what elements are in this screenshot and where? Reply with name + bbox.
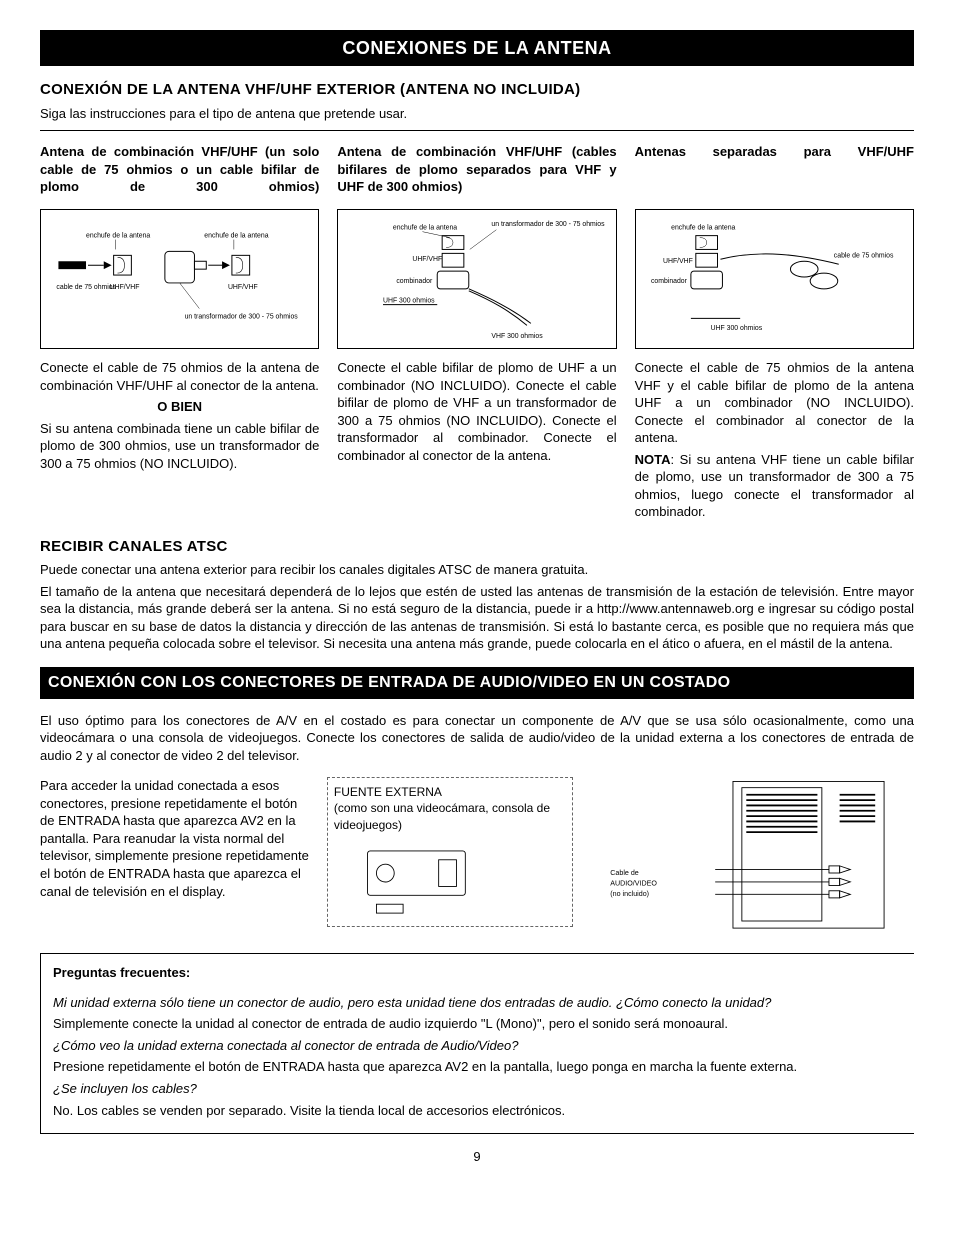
svg-text:combinador: combinador [397, 278, 434, 285]
faq-a2: Presione repetidamente el botón de ENTRA… [53, 1058, 902, 1076]
svg-text:UHF 300 ohmios: UHF 300 ohmios [383, 298, 435, 305]
tv-diagram: Cable de AUDIO/VIDEO (no incluido) [587, 777, 914, 937]
col3: Antenas separadas para VHF/UHF enchufe d… [635, 143, 914, 521]
atsc-section: RECIBIR CANALES ATSC Puede conectar una … [40, 537, 914, 653]
svg-text:un transformador de 300 - 75 o: un transformador de 300 - 75 ohmios [492, 221, 606, 228]
svg-text:enchufe de la antena: enchufe de la antena [86, 233, 150, 240]
col1-obien: O BIEN [40, 398, 319, 416]
av-intro: El uso óptimo para los conectores de A/V… [40, 712, 914, 765]
svg-text:cable de 75 ohmios: cable de 75 ohmios [833, 252, 893, 259]
faq-q2: ¿Cómo veo la unidad externa conectada al… [53, 1037, 902, 1055]
svg-text:(no incluido): (no incluido) [610, 890, 649, 898]
svg-text:AUDIO/VIDEO: AUDIO/VIDEO [610, 880, 657, 888]
svg-text:enchufe de la antena: enchufe de la antena [393, 225, 457, 232]
svg-text:Cable de: Cable de [610, 869, 639, 877]
section1-title: CONEXIÓN DE LA ANTENA VHF/UHF EXTERIOR (… [40, 80, 914, 100]
faq-a3: No. Los cables se venden por separado. V… [53, 1102, 902, 1120]
faq-q1: Mi unidad externa sólo tiene un conector… [53, 994, 902, 1012]
av-left-text: Para acceder la unidad conectada a esos … [40, 777, 313, 937]
svg-text:enchufe de la antena: enchufe de la antena [671, 225, 735, 232]
ext-source-box: FUENTE EXTERNA (como son una videocámara… [327, 777, 573, 927]
svg-text:cable de 75 ohmios: cable de 75 ohmios [56, 284, 116, 291]
col3-p1: Conecte el cable de 75 ohmios de la ante… [635, 359, 914, 447]
svg-text:un transformador de 300 - 75 o: un transformador de 300 - 75 ohmios [185, 314, 299, 321]
banner-antena: CONEXIONES DE LA ANTENA [40, 30, 914, 66]
faq-title: Preguntas frecuentes: [53, 964, 902, 982]
svg-text:UHF/VHF: UHF/VHF [663, 258, 693, 265]
col1-p1: Conecte el cable de 75 ohmios de la ante… [40, 359, 319, 394]
col3-diagram: enchufe de la antena UHF/VHF combinador … [635, 209, 914, 349]
atsc-p2: El tamaño de la antena que necesitará de… [40, 583, 914, 653]
col2: Antena de combinación VHF/UHF (cables bi… [337, 143, 616, 521]
col1: Antena de combinación VHF/UHF (un solo c… [40, 143, 319, 521]
antenna-columns: Antena de combinación VHF/UHF (un solo c… [40, 143, 914, 521]
col2-diagram: enchufe de la antena un transformador de… [337, 209, 616, 349]
svg-text:enchufe de la antena: enchufe de la antena [204, 233, 268, 240]
atsc-p1: Puede conectar una antena exterior para … [40, 561, 914, 579]
faq-box: Preguntas frecuentes: Mi unidad externa … [40, 953, 914, 1134]
section1-intro: Siga las instrucciones para el tipo de a… [40, 105, 914, 123]
faq-q3: ¿Se incluyen los cables? [53, 1080, 902, 1098]
ext-label1: FUENTE EXTERNA [334, 784, 566, 800]
col2-head: Antena de combinación VHF/UHF (cables bi… [337, 143, 616, 201]
svg-text:UHF 300 ohmios: UHF 300 ohmios [710, 325, 762, 332]
faq-a1: Simplemente conecte la unidad al conecto… [53, 1015, 902, 1033]
banner-av: CONEXIÓN CON LOS CONECTORES DE ENTRADA D… [40, 667, 914, 699]
svg-text:combinador: combinador [651, 278, 688, 285]
svg-text:VHF 300 ohmios: VHF 300 ohmios [492, 333, 544, 340]
svg-text:UHF/VHF: UHF/VHF [110, 284, 140, 291]
col2-p1: Conecte el cable bifilar de plomo de UHF… [337, 359, 616, 464]
col3-head: Antenas separadas para VHF/UHF [635, 143, 914, 201]
atsc-title: RECIBIR CANALES ATSC [40, 537, 914, 557]
svg-text:UHF/VHF: UHF/VHF [413, 256, 443, 263]
rule [40, 130, 914, 131]
col3-p2: NOTA: Si su antena VHF tiene un cable bi… [635, 451, 914, 521]
page-number: 9 [40, 1148, 914, 1166]
col1-head: Antena de combinación VHF/UHF (un solo c… [40, 143, 319, 201]
av-row: Para acceder la unidad conectada a esos … [40, 777, 914, 937]
svg-text:UHF/VHF: UHF/VHF [228, 284, 258, 291]
col1-diagram: enchufe de la antena enchufe de la anten… [40, 209, 319, 349]
ext-label2: (como son una videocámara, consola de vi… [334, 800, 566, 832]
col1-p2: Si su antena combinada tiene un cable bi… [40, 420, 319, 473]
